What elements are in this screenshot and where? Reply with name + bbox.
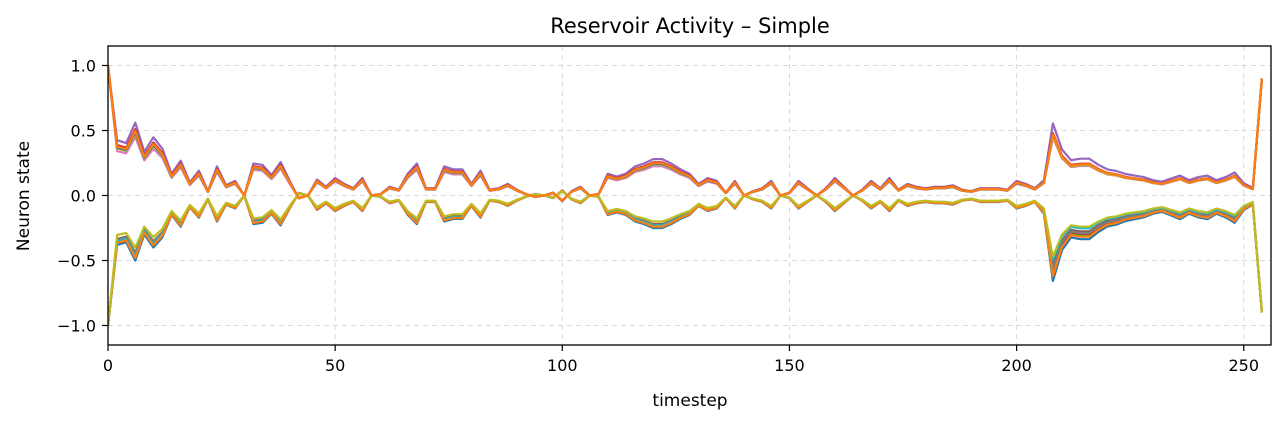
y-axis-label: Neuron state (14, 141, 34, 251)
x-tick-label: 200 (1001, 356, 1032, 375)
x-tick-label: 0 (103, 356, 113, 375)
x-tick-label: 150 (774, 356, 805, 375)
series-line-14 (108, 190, 1263, 326)
x-tick-label: 250 (1228, 356, 1259, 375)
x-axis: 0 50 100 150 200 250 (103, 345, 1259, 375)
series-lines (108, 65, 1263, 326)
y-tick-label: 0.0 (71, 187, 96, 206)
y-tick-label: 1.0 (71, 57, 96, 76)
chart-title: Reservoir Activity – Simple (550, 14, 830, 38)
y-tick-label: −1.0 (57, 317, 96, 336)
y-tick-label: 0.5 (71, 122, 96, 141)
series-line-15 (108, 65, 1263, 202)
x-axis-label: timestep (652, 391, 727, 411)
x-tick-label: 50 (325, 356, 345, 375)
y-tick-label: −0.5 (57, 252, 96, 271)
y-axis: −1.0 −0.5 0.0 0.5 1.0 (57, 57, 108, 336)
x-tick-label: 100 (547, 356, 578, 375)
